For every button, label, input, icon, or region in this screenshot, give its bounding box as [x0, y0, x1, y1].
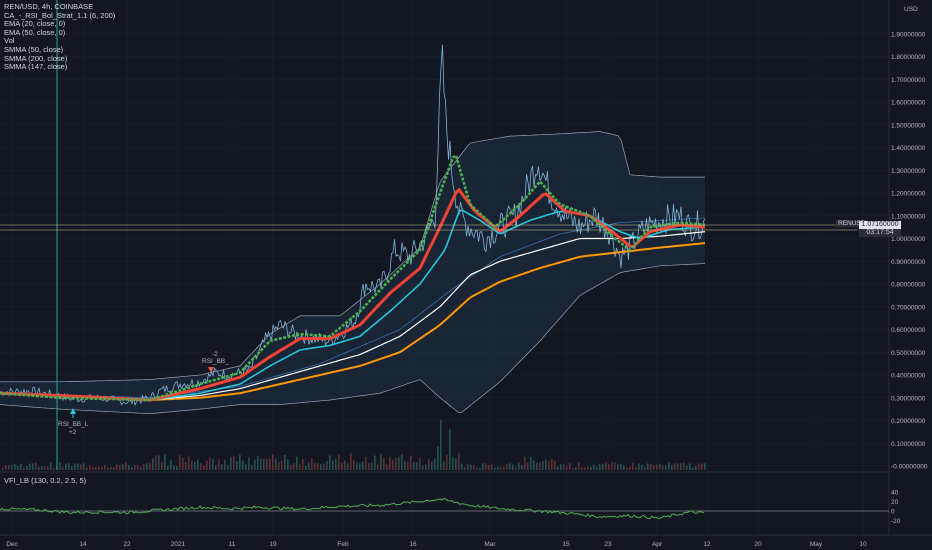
time-tick-label: 22	[123, 541, 131, 548]
indicator-legend[interactable]: REN/USD, 4h, COINBASE CA_-_RSI_Bol_Strat…	[4, 2, 116, 72]
vfi-tick-label: 40	[891, 490, 899, 497]
current-price-label: 1.07160000	[859, 221, 901, 229]
symbol-price-tag: RENUSD	[836, 220, 868, 227]
ema-20-line	[0, 153, 706, 402]
legend-item[interactable]: Vol	[4, 36, 15, 46]
price-tick-label: 1.20000000	[891, 191, 926, 198]
price-tick-label: 0.10000000	[891, 441, 926, 448]
legend-item[interactable]: SMMA (200, close)	[4, 53, 68, 63]
price-tick-label: 1.00000000	[891, 236, 926, 243]
vfi-line	[0, 497, 705, 520]
vfi-tick-label: -20	[891, 518, 901, 525]
signal-long-label: RSI_BB_L	[58, 421, 89, 428]
time-tick-label: 10	[859, 541, 867, 548]
legend-item[interactable]: CA_-_RSI_Bol_Strat_1.1 (6, 200)	[4, 10, 116, 20]
vfi-tick-label: 20	[891, 499, 899, 506]
price-tick-label: 0.20000000	[891, 418, 926, 425]
price-tick-label: 1.80000000	[891, 54, 926, 61]
currency-label: USD	[904, 6, 918, 13]
time-axis[interactable]: Dec 14 22 2021 11 19 Feb 16 Mar 15 23 Apr 12 20 May 10	[6, 541, 867, 548]
price-tick-label: 0.50000000	[891, 350, 926, 357]
time-tick-label: 19	[269, 541, 277, 548]
price-tick-label: 0.80000000	[891, 282, 926, 289]
price-tick-label: -0.00000000	[891, 464, 928, 471]
price-axis[interactable]: 1.90000000 1.80000000 1.70000000 1.60000000…	[891, 31, 928, 470]
time-tick-label: 15	[562, 541, 570, 548]
legend-item[interactable]: SMMA (147, close)	[4, 62, 68, 72]
legend-symbol[interactable]: REN/USD, 4h, COINBASE	[4, 2, 94, 11]
time-tick-label: 23	[604, 541, 612, 548]
price-tick-label: 0.60000000	[891, 327, 926, 334]
vfi-legend[interactable]: VFI_LB (130, 0.2, 2.5, 5)	[4, 476, 87, 485]
price-tick-label: 1.90000000	[891, 31, 926, 38]
volume-bars	[2, 419, 706, 470]
legend-item[interactable]: EMA (20, close, 0)	[4, 19, 66, 29]
price-tick-label: 0.30000000	[891, 395, 926, 402]
price-tick-label: 1.10000000	[891, 213, 926, 220]
countdown-label: 03:17:54	[859, 229, 901, 237]
legend-item[interactable]: SMMA (50, close)	[4, 44, 64, 54]
bollinger-band-fill	[0, 131, 705, 414]
price-tick-label: 1.40000000	[891, 145, 926, 152]
time-tick-label: 12	[703, 541, 711, 548]
vfi-tick-label: 0	[891, 509, 895, 516]
vfi-axis: 40 20 0 -20	[891, 490, 901, 526]
signal-short-marker: -2 RSI_BB_	[202, 351, 229, 373]
signal-short-label: RSI_BB_	[202, 358, 229, 365]
bollinger-lower-line	[0, 263, 706, 415]
time-tick-label: 16	[409, 541, 417, 548]
time-tick-label: Mar	[484, 541, 496, 548]
price-tick-label: 1.60000000	[891, 100, 926, 107]
time-tick-label: 14	[79, 541, 87, 548]
price-tick-label: 0.40000000	[891, 373, 926, 380]
price-tick-label: 0.90000000	[891, 259, 926, 266]
grid-lines	[0, 0, 889, 535]
price-tick-label: 1.50000000	[891, 122, 926, 129]
price-tick-label: 1.30000000	[891, 168, 926, 175]
legend-item[interactable]: EMA (50, close, 0)	[4, 27, 66, 37]
bollinger-upper-line	[0, 131, 705, 383]
time-tick-label: 2021	[171, 541, 186, 548]
time-tick-label: May	[810, 541, 823, 548]
time-tick-label: Apr	[652, 541, 663, 548]
time-tick-label: Feb	[337, 541, 349, 548]
time-tick-label: Dec	[6, 541, 18, 548]
signal-short-sub: -2	[212, 351, 218, 358]
time-tick-label: 11	[229, 541, 236, 548]
signal-long-marker: RSI_BB_L +2	[58, 408, 89, 436]
signal-long-sub: +2	[69, 429, 77, 436]
price-tick-label: 0.70000000	[891, 304, 926, 311]
price-tick-label: 1.70000000	[891, 77, 926, 84]
time-tick-label: 20	[754, 541, 762, 548]
